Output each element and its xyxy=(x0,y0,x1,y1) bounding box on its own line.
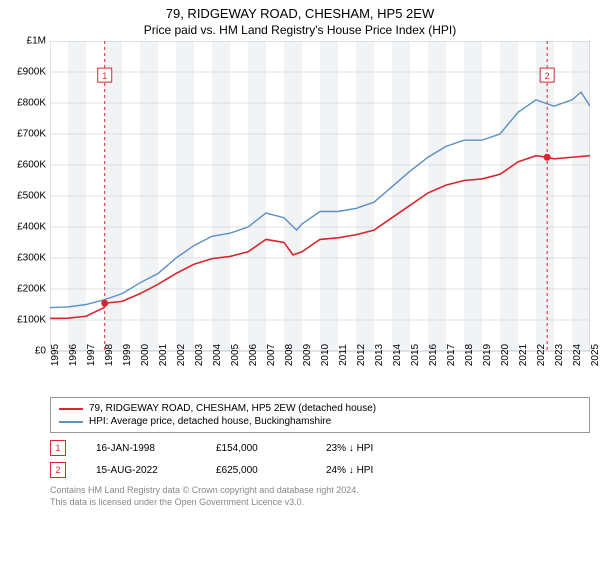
y-axis-label: £800K xyxy=(17,98,46,109)
x-axis-label: 1995 xyxy=(50,344,61,366)
x-axis-label: 1998 xyxy=(104,344,115,366)
x-axis-label: 2025 xyxy=(590,344,600,366)
event-marker: 2 xyxy=(50,462,66,478)
x-axis-label: 2020 xyxy=(500,344,511,366)
x-axis-label: 2012 xyxy=(356,344,367,366)
x-axis-label: 2024 xyxy=(572,344,583,366)
y-axis-label: £500K xyxy=(17,191,46,202)
y-axis-label: £700K xyxy=(17,129,46,140)
x-axis-label: 2023 xyxy=(554,344,565,366)
x-axis-label: 2013 xyxy=(374,344,385,366)
x-axis-label: 2015 xyxy=(410,344,421,366)
event-delta: 24% ↓ HPI xyxy=(326,465,373,476)
event-list: 1 16-JAN-1998 £154,000 23% ↓ HPI 2 15-AUG-202… xyxy=(50,437,590,481)
x-axis-label: 2022 xyxy=(536,344,547,366)
line-chart: 12 xyxy=(50,41,590,391)
y-axis-label: £900K xyxy=(17,67,46,78)
footer-line: This data is licensed under the Open Gov… xyxy=(50,497,590,509)
event-row: 2 15-AUG-2022 £625,000 24% ↓ HPI xyxy=(50,459,590,481)
legend-swatch xyxy=(59,421,83,423)
x-axis-label: 2009 xyxy=(302,344,313,366)
x-axis-label: 2019 xyxy=(482,344,493,366)
footer-line: Contains HM Land Registry data © Crown c… xyxy=(50,485,590,497)
legend-item: 79, RIDGEWAY ROAD, CHESHAM, HP5 2EW (det… xyxy=(59,402,581,415)
legend-label: HPI: Average price, detached house, Buck… xyxy=(89,416,331,427)
chart-area: 12 £0£100K£200K£300K£400K£500K£600K£700K… xyxy=(50,41,590,391)
x-axis-label: 2016 xyxy=(428,344,439,366)
x-axis-label: 2005 xyxy=(230,344,241,366)
x-axis-label: 1997 xyxy=(86,344,97,366)
x-axis-label: 2010 xyxy=(320,344,331,366)
legend-item: HPI: Average price, detached house, Buck… xyxy=(59,415,581,428)
svg-text:2: 2 xyxy=(545,71,550,81)
event-date: 15-AUG-2022 xyxy=(96,465,186,476)
y-axis-label: £0 xyxy=(35,346,46,357)
x-axis-label: 2002 xyxy=(176,344,187,366)
x-axis-label: 2018 xyxy=(464,344,475,366)
event-price: £154,000 xyxy=(216,443,296,454)
x-axis-label: 1996 xyxy=(68,344,79,366)
y-axis-label: £200K xyxy=(17,284,46,295)
event-date: 16-JAN-1998 xyxy=(96,443,186,454)
footer-attribution: Contains HM Land Registry data © Crown c… xyxy=(50,485,590,508)
event-marker: 1 xyxy=(50,440,66,456)
legend: 79, RIDGEWAY ROAD, CHESHAM, HP5 2EW (det… xyxy=(50,397,590,433)
x-axis-label: 2014 xyxy=(392,344,403,366)
x-axis-label: 2004 xyxy=(212,344,223,366)
svg-text:1: 1 xyxy=(102,71,107,81)
event-price: £625,000 xyxy=(216,465,296,476)
legend-swatch xyxy=(59,408,83,410)
chart-title: 79, RIDGEWAY ROAD, CHESHAM, HP5 2EW xyxy=(0,6,600,21)
event-row: 1 16-JAN-1998 £154,000 23% ↓ HPI xyxy=(50,437,590,459)
y-axis-label: £600K xyxy=(17,160,46,171)
x-axis-label: 2008 xyxy=(284,344,295,366)
x-axis-label: 2021 xyxy=(518,344,529,366)
x-axis-label: 2003 xyxy=(194,344,205,366)
legend-label: 79, RIDGEWAY ROAD, CHESHAM, HP5 2EW (det… xyxy=(89,403,376,414)
chart-subtitle: Price paid vs. HM Land Registry's House … xyxy=(0,23,600,37)
y-axis-label: £1M xyxy=(27,36,46,47)
x-axis-label: 2017 xyxy=(446,344,457,366)
y-axis-label: £300K xyxy=(17,253,46,264)
y-axis-label: £100K xyxy=(17,315,46,326)
x-axis-label: 2001 xyxy=(158,344,169,366)
x-axis-label: 2007 xyxy=(266,344,277,366)
x-axis-label: 1999 xyxy=(122,344,133,366)
x-axis-label: 2011 xyxy=(338,344,349,366)
x-axis-label: 2006 xyxy=(248,344,259,366)
x-axis-label: 2000 xyxy=(140,344,151,366)
y-axis-label: £400K xyxy=(17,222,46,233)
event-delta: 23% ↓ HPI xyxy=(326,443,373,454)
